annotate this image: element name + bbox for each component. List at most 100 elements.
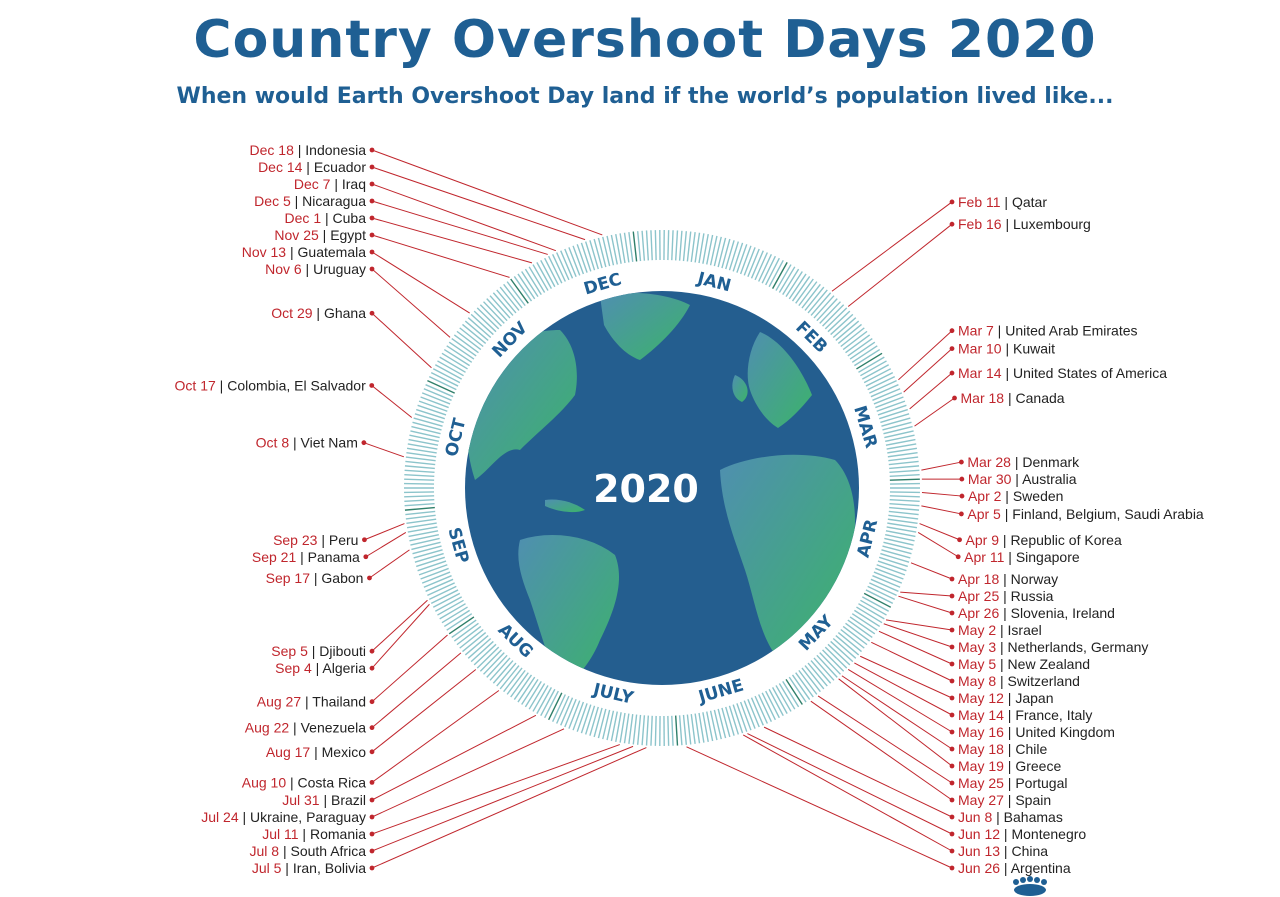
day-tick (437, 360, 464, 377)
leader-dot (369, 779, 375, 785)
country-name: Sweden (1013, 488, 1064, 504)
leader-dot (369, 648, 375, 654)
day-tick (409, 533, 439, 542)
country-label: Oct 29 | Ghana (271, 305, 366, 321)
day-tick (798, 281, 818, 307)
leader-line (371, 652, 462, 729)
day-tick (667, 715, 670, 746)
overshoot-date: Jul 5 (252, 860, 282, 876)
separator: | (286, 244, 297, 260)
overshoot-date: Mar 30 (968, 471, 1012, 487)
day-tick (885, 438, 916, 446)
day-tick (674, 715, 679, 746)
day-tick (889, 469, 920, 474)
separator: | (310, 570, 321, 586)
day-tick (408, 438, 439, 446)
day-tick (503, 667, 523, 693)
day-tick (464, 635, 489, 656)
day-tick (865, 589, 894, 604)
overshoot-date: Aug 27 (257, 694, 302, 710)
day-tick (421, 392, 451, 405)
day-tick (885, 434, 915, 443)
day-tick (807, 289, 828, 314)
day-tick (750, 697, 764, 726)
day-tick (428, 585, 457, 601)
leader-line (371, 745, 634, 852)
day-tick (451, 619, 477, 639)
country-label: Aug 17 | Mexico (266, 744, 366, 760)
day-tick (456, 330, 482, 351)
leader-line (847, 223, 953, 307)
day-tick (615, 234, 622, 264)
leader-line (747, 733, 953, 835)
day-tick (878, 408, 908, 420)
separator: | (317, 532, 328, 548)
day-tick (441, 606, 468, 624)
day-tick (476, 646, 500, 669)
country-name: Australia (1022, 471, 1077, 487)
separator: | (1004, 549, 1015, 565)
day-tick (721, 707, 731, 738)
day-tick (423, 575, 452, 588)
globe: 2020 (465, 291, 859, 685)
leader-dot (369, 181, 375, 187)
country-name: Venezuela (301, 720, 367, 736)
country-label: May 12 | Japan (958, 690, 1054, 706)
leader-dot (369, 147, 375, 153)
country-name: Indonesia (305, 142, 366, 158)
leader-dot (949, 695, 955, 701)
overshoot-date: Aug 17 (266, 744, 311, 760)
overshoot-date: Dec 14 (258, 159, 303, 175)
country-name: Kuwait (1013, 341, 1055, 357)
day-tick (845, 334, 871, 354)
leader-line (903, 348, 953, 393)
leader-dot (369, 266, 375, 272)
month-label: DEC (582, 270, 624, 300)
separator: | (1004, 707, 1015, 723)
day-tick (804, 665, 825, 690)
day-tick (606, 235, 615, 266)
day-tick (842, 625, 868, 646)
country-label: Apr 25 | Russia (958, 588, 1054, 604)
day-tick (887, 518, 918, 525)
day-tick (782, 268, 800, 295)
day-tick (404, 469, 435, 474)
leader-line (371, 166, 586, 241)
leader-line (371, 149, 603, 236)
day-tick (667, 230, 670, 261)
overshoot-date: May 3 (958, 639, 996, 655)
leader-line (917, 531, 959, 558)
day-tick (867, 585, 896, 601)
day-tick (610, 711, 618, 742)
country-name: Israel (1008, 622, 1042, 638)
day-tick (434, 596, 463, 612)
day-tick (536, 687, 553, 714)
leader-dot (949, 678, 955, 684)
separator: | (1004, 390, 1015, 406)
day-tick (771, 262, 788, 289)
day-tick (406, 518, 437, 525)
day-tick (405, 456, 436, 462)
separator: | (294, 142, 305, 158)
month-label: MAR (849, 403, 881, 450)
country-name: Ukraine, Paraguay (250, 809, 366, 825)
day-tick (479, 304, 502, 327)
day-tick (602, 236, 611, 267)
leader-line (371, 744, 620, 835)
day-tick (517, 273, 536, 300)
month-label: SEP (443, 525, 472, 565)
day-tick (827, 310, 851, 333)
leader-dot (369, 831, 375, 837)
leader-line (810, 700, 953, 801)
day-tick (754, 695, 768, 724)
day-tick (410, 537, 440, 546)
day-tick (521, 678, 539, 705)
leader-dot (369, 848, 375, 854)
day-tick (743, 700, 756, 729)
separator: | (239, 809, 250, 825)
overshoot-date: May 8 (958, 673, 996, 689)
leader-line (921, 505, 962, 515)
day-tick (795, 672, 814, 698)
overshoot-date: May 5 (958, 656, 996, 672)
